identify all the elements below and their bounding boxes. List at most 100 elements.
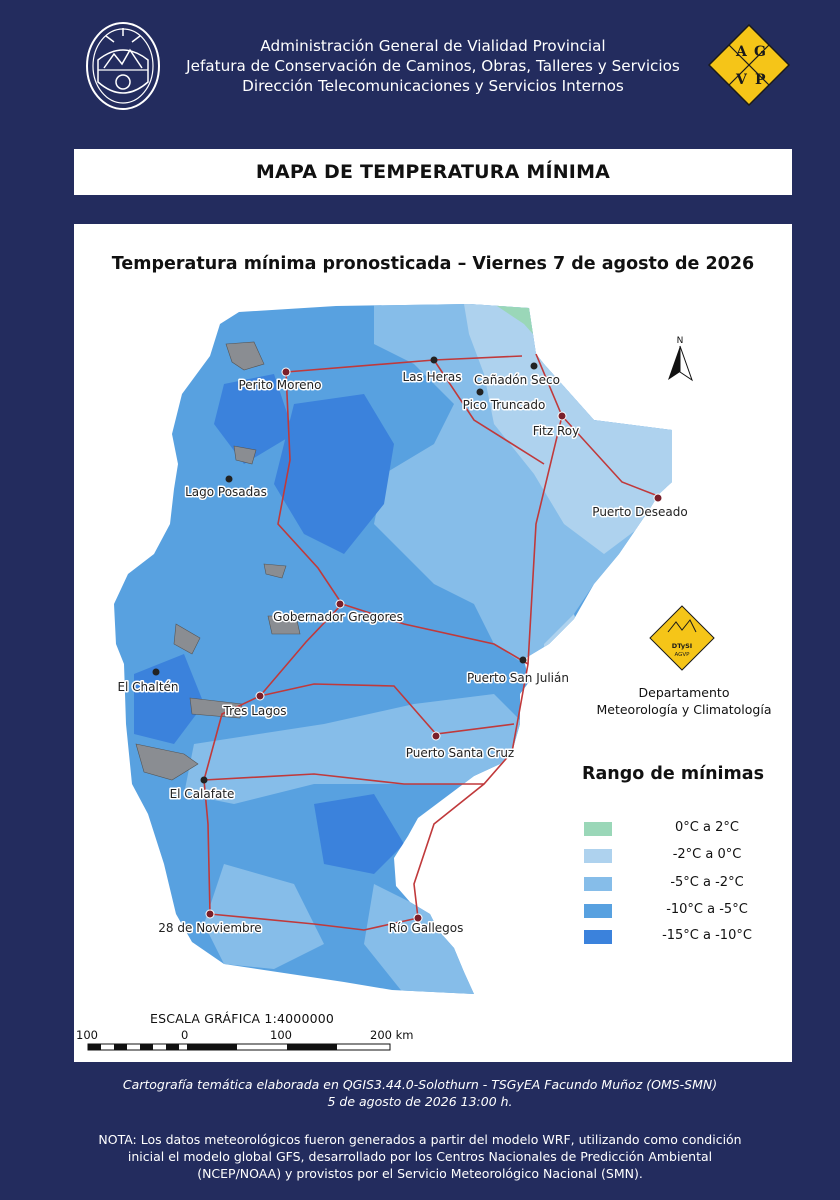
- legend-swatch: [584, 904, 612, 918]
- lake-argentino: [135, 743, 199, 781]
- marker-pico-truncado: [476, 388, 484, 396]
- agvp-letter-p: P: [755, 72, 766, 88]
- legend-title: Rango de mínimas: [581, 764, 765, 784]
- city-el-chalten: El Chaltén: [117, 680, 178, 694]
- lake-cardiel: [267, 615, 301, 635]
- org-line-3: Dirección Telecomunicaciones y Servicios…: [242, 77, 624, 95]
- marker-tres-lagos: [255, 691, 265, 701]
- city-las-heras: Las Heras: [402, 370, 461, 384]
- marker-canadon-seco: [530, 362, 538, 370]
- roads: [203, 353, 659, 931]
- department-line-2: Meteorología y Climatología: [596, 702, 772, 717]
- legend-swatch: [584, 822, 612, 836]
- zone-minus15-minus10-center: [274, 394, 394, 554]
- zone-minus15-minus10-north: [214, 374, 294, 464]
- page-title: MAPA DE TEMPERATURA MÍNIMA: [255, 161, 611, 183]
- marker-28-de-noviembre: [205, 909, 215, 919]
- lake-buenos-aires: [225, 341, 265, 371]
- legend-item-minus5-minus2: -5°C a -2°C: [584, 875, 784, 895]
- agvp-letter-v: V: [735, 72, 748, 88]
- road-route-293: [209, 913, 419, 931]
- agvp-letter-a: A: [735, 44, 748, 60]
- marker-perito-moreno: [281, 367, 291, 377]
- marker-las-heras: [430, 356, 438, 364]
- road-route-288: [259, 683, 515, 735]
- legend-label: -2°C a 0°C: [672, 847, 742, 862]
- north-arrow-icon: N: [668, 336, 693, 382]
- legend-item-0-2: 0°C a 2°C: [584, 820, 784, 840]
- road-route-40: [203, 371, 344, 915]
- city-canadon-seco: Cañadón Seco: [474, 373, 560, 387]
- province-seal-icon: [86, 22, 160, 110]
- zone-minus5-minus2-southeast: [364, 884, 474, 994]
- scale-tick-100-left: 100: [76, 1028, 98, 1042]
- city-puerto-san-julian: Puerto San Julián: [467, 671, 569, 685]
- city-gobernador-gregores: Gobernador Gregores: [273, 610, 403, 624]
- road-route-25: [341, 603, 529, 665]
- marker-gobernador-gregores: [335, 599, 345, 609]
- footer-credit: Cartografía temática elaborada en QGIS3.…: [60, 1076, 780, 1110]
- city-labels: Perito Moreno Las Heras Cañadón Seco Pic…: [116, 369, 689, 937]
- legend-label: -10°C a -5°C: [666, 902, 748, 917]
- header: Administración General de Vialidad Provi…: [0, 0, 840, 140]
- map-subtitle: Temperatura mínima pronosticada – Vierne…: [111, 254, 755, 274]
- city-el-calafate: El Calafate: [170, 787, 235, 801]
- city-rio-gallegos: Río Gallegos: [389, 921, 464, 935]
- legend-item-minus2-0: -2°C a 0°C: [584, 847, 784, 867]
- road-route-12: [433, 359, 545, 465]
- dtysi-logo-text: DTySI: [672, 642, 692, 650]
- legend-label: -5°C a -2°C: [670, 875, 744, 890]
- zone-minus5-minus2-east: [374, 304, 672, 664]
- scale-title: ESCALA GRÁFICA 1:4000000: [150, 1011, 335, 1026]
- note-line-2: inicial el modelo global GFS, desarrolla…: [127, 1149, 713, 1164]
- legend-item-minus10-minus5: -10°C a -5°C: [584, 902, 784, 922]
- zone-0-2-northeast-tip: [494, 304, 540, 342]
- marker-rio-gallegos: [413, 913, 423, 923]
- marker-puerto-san-julian: [519, 656, 527, 664]
- marker-fitz-roy: [557, 411, 567, 421]
- marker-lago-posadas: [225, 475, 233, 483]
- scale-tick-0: 0: [181, 1028, 189, 1042]
- road-route-5: [203, 773, 484, 785]
- legend-swatch: [584, 930, 612, 944]
- road-route-3: [413, 353, 659, 919]
- zone-minus5-minus2-southwest: [204, 864, 324, 969]
- lake-belgrano: [263, 563, 287, 579]
- scale-tick-200: 200 km: [370, 1028, 414, 1042]
- footer-note: NOTA: Los datos meteorológicos fueron ge…: [60, 1131, 780, 1182]
- city-28-de-noviembre: 28 de Noviembre: [158, 921, 261, 935]
- city-tres-lagos: Tres Lagos: [223, 704, 287, 718]
- zone-minus15-minus10-south: [314, 794, 404, 874]
- province-map: Perito Moreno Las Heras Cañadón Seco Pic…: [87, 304, 715, 1051]
- scale-bar: [87, 1043, 391, 1051]
- marker-el-calafate: [200, 776, 208, 784]
- credit-line-1: Cartografía temática elaborada en QGIS3.…: [122, 1077, 718, 1092]
- lakes: [135, 341, 301, 781]
- organization-names: Administración General de Vialidad Provi…: [170, 36, 696, 96]
- city-puerto-deseado: Puerto Deseado: [592, 505, 687, 519]
- lake-viedma: [189, 697, 243, 719]
- marker-puerto-santa-cruz: [431, 731, 441, 741]
- agvp-letter-g: G: [754, 44, 766, 60]
- legend-item-minus15-minus10: -15°C a -10°C: [584, 928, 784, 948]
- city-pico-truncado: Pico Truncado: [463, 398, 546, 412]
- legend-swatch: [584, 877, 612, 891]
- legend-label: 0°C a 2°C: [675, 820, 739, 835]
- city-fitz-roy: Fitz Roy: [533, 424, 579, 438]
- city-perito-moreno: Perito Moreno: [238, 378, 321, 392]
- credit-line-2: 5 de agosto de 2026 13:00 h.: [327, 1094, 513, 1109]
- note-line-3: (NCEP/NOAA) y provistos por el Servicio …: [197, 1166, 643, 1181]
- legend-swatch: [584, 849, 612, 863]
- zone-minus15-minus10-west: [134, 654, 204, 744]
- legend-label: -15°C a -10°C: [662, 928, 752, 943]
- marker-puerto-deseado: [653, 493, 663, 503]
- city-puerto-santa-cruz: Puerto Santa Cruz: [406, 746, 514, 760]
- dtysi-logo: DTySI AGVP: [649, 605, 715, 671]
- marker-el-chalten: [152, 668, 160, 676]
- department-name: Departamento Meteorología y Climatología: [584, 684, 784, 718]
- lake-pueyrredon: [233, 445, 257, 465]
- lake-san-martin: [173, 623, 201, 655]
- map-panel: Temperatura mínima pronosticada – Vierne…: [74, 224, 792, 1062]
- scale-tick-100: 100: [270, 1028, 292, 1042]
- zone-minus2-0-northeast: [464, 304, 672, 554]
